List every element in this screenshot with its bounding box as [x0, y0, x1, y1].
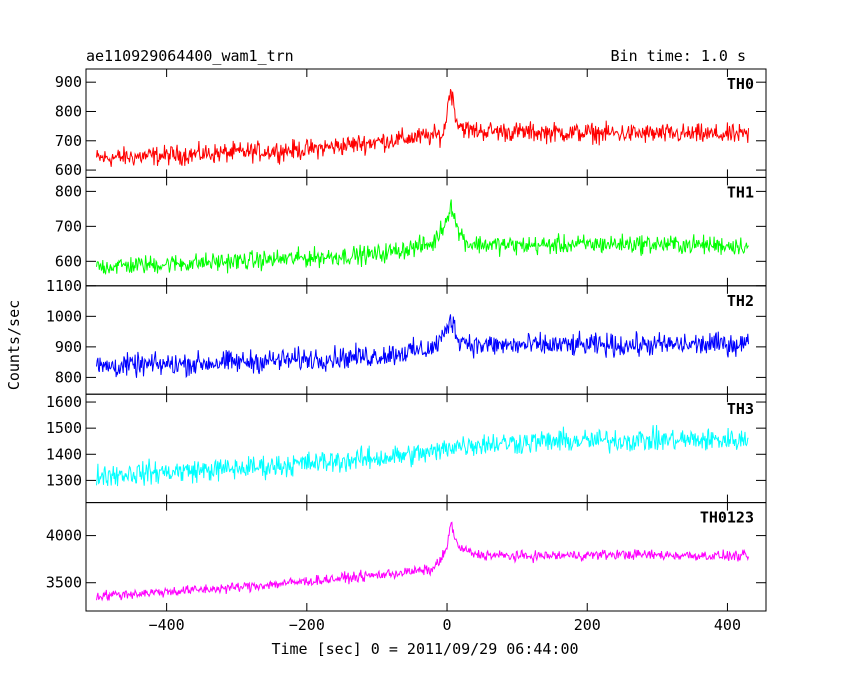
y-tick-label-th1-700: 700 [55, 217, 82, 235]
y-tick-label-th3-1600: 1600 [46, 393, 82, 411]
series-th0123-line [96, 521, 749, 602]
y-tick-label-th0-600: 600 [55, 161, 82, 179]
series-th0-line [96, 89, 749, 167]
y-tick-label-th2-1000: 1000 [46, 307, 82, 325]
panels-group: 600 700 800 900 TH0 600 700 800 TH1 800 900 1000 110… [46, 68, 767, 634]
y-tick-label-th0123-4000: 4000 [46, 527, 82, 545]
y-tick-label-th0-900: 900 [55, 73, 82, 91]
panel-label-th3: TH3 [727, 400, 754, 418]
x-tick-label-0: 0 [443, 616, 452, 634]
series-th3-line [96, 424, 749, 487]
panel-label-th2: TH2 [727, 292, 754, 310]
y-tick-label-th0-700: 700 [55, 132, 82, 150]
x-tick-label--400: −400 [149, 616, 185, 634]
y-axis-label: Counts/sec [5, 300, 23, 390]
y-tick-label-th3-1400: 1400 [46, 445, 82, 463]
bin-time-label: Bin time: 1.0 s [611, 47, 746, 65]
y-tick-label-th0-800: 800 [55, 102, 82, 120]
panel-label-th0123: TH0123 [700, 509, 754, 527]
y-tick-label-th3-1500: 1500 [46, 419, 82, 437]
panel-label-th1: TH1 [727, 183, 754, 201]
y-tick-label-th2-800: 800 [55, 368, 82, 386]
panel-frame-th0123 [85, 502, 767, 612]
panel-label-th0: TH0 [727, 75, 754, 93]
y-tick-label-th0123-3500: 3500 [46, 574, 82, 592]
y-tick-label-th1-600: 600 [55, 252, 82, 270]
y-tick-label-th2-900: 900 [55, 338, 82, 356]
series-th2-line [96, 314, 749, 379]
y-tick-label-th1-800: 800 [55, 182, 82, 200]
x-axis-label: Time [sec] 0 = 2011/09/29 06:44:00 [271, 640, 578, 658]
y-tick-label-th2-1100: 1100 [46, 277, 82, 295]
x-tick-label-400: 400 [714, 616, 741, 634]
x-tick-label--200: −200 [289, 616, 325, 634]
series-th1-line [96, 199, 749, 275]
chart-title: ae110929064400_wam1_trn [86, 47, 294, 65]
y-tick-label-th3-1300: 1300 [46, 471, 82, 489]
x-tick-label-200: 200 [574, 616, 601, 634]
